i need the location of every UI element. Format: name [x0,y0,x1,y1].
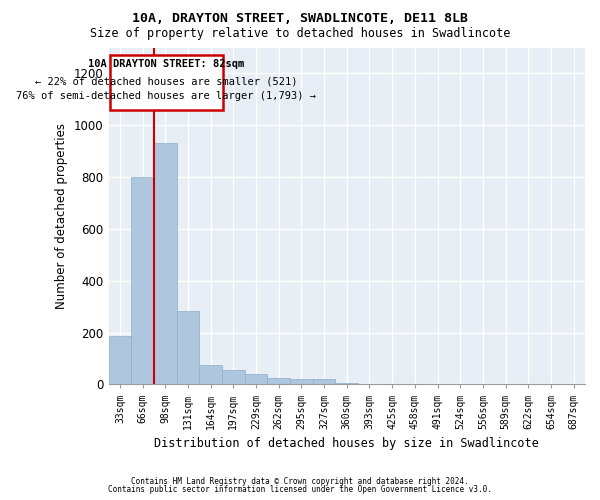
Bar [245,374,268,384]
Bar [268,378,290,384]
Text: 10A, DRAYTON STREET, SWADLINCOTE, DE11 8LB: 10A, DRAYTON STREET, SWADLINCOTE, DE11 8… [132,12,468,26]
Text: 76% of semi-detached houses are larger (1,793) →: 76% of semi-detached houses are larger (… [16,92,316,102]
Text: ← 22% of detached houses are smaller (521): ← 22% of detached houses are smaller (52… [35,76,298,86]
Bar [176,310,199,384]
Bar [131,177,154,384]
Bar [109,336,131,384]
Y-axis label: Number of detached properties: Number of detached properties [55,123,68,309]
Text: Contains public sector information licensed under the Open Government Licence v3: Contains public sector information licen… [108,485,492,494]
Bar [290,379,313,384]
Bar [335,383,358,384]
Bar [154,144,176,384]
Bar [199,365,222,384]
Bar [222,370,245,384]
X-axis label: Distribution of detached houses by size in Swadlincote: Distribution of detached houses by size … [154,437,539,450]
Bar [313,379,335,384]
FancyBboxPatch shape [110,55,223,110]
Text: Contains HM Land Registry data © Crown copyright and database right 2024.: Contains HM Land Registry data © Crown c… [131,477,469,486]
Text: Size of property relative to detached houses in Swadlincote: Size of property relative to detached ho… [90,28,510,40]
Text: 10A DRAYTON STREET: 82sqm: 10A DRAYTON STREET: 82sqm [88,60,245,70]
